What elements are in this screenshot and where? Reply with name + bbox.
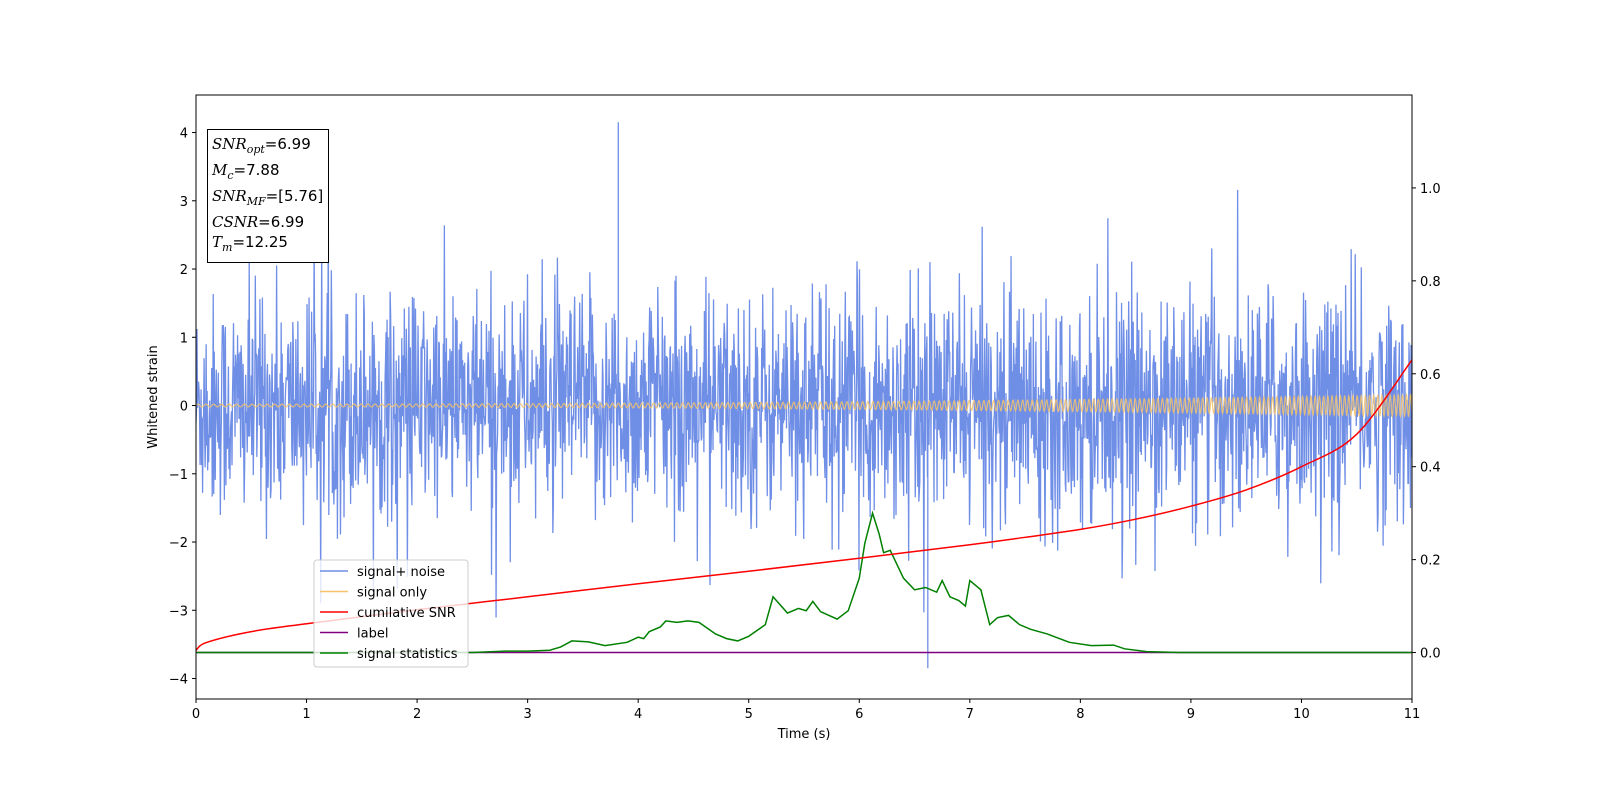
x-tick-label: 5 (745, 707, 753, 722)
series-signal-statistics (196, 510, 1412, 654)
info-snr-opt: SNRopt=6.99 (212, 135, 311, 156)
info-snr-mf: SNRMF=[5.76] (212, 187, 324, 208)
y-axis-left: −4 −3 −2 −1 0 1 2 3 4 (169, 127, 196, 688)
legend: signal+ noise signal only cumilative SNR la… (313, 559, 469, 668)
series-signal-only (196, 392, 1412, 419)
y-left-tick-label: −2 (169, 536, 188, 551)
x-tick-label: 1 (302, 707, 310, 722)
x-tick-label: 10 (1293, 707, 1310, 722)
y-left-tick-label: −4 (169, 673, 188, 688)
x-axis: 0 1 2 3 4 5 6 7 8 9 10 11 (192, 699, 1420, 722)
y-right-tick-label: 0.0 (1420, 647, 1441, 662)
y-right-tick-label: 0.4 (1420, 461, 1441, 476)
legend-label: signal+ noise (357, 565, 445, 580)
legend-label: signal statistics (357, 647, 458, 662)
series-cumulative-snr (196, 359, 1412, 651)
y-right-tick-label: 0.8 (1420, 275, 1441, 290)
y-left-tick-label: 2 (180, 263, 188, 278)
y-right-tick-label: 0.6 (1420, 368, 1441, 383)
x-tick-label: 8 (1076, 707, 1084, 722)
x-tick-label: 11 (1404, 707, 1421, 722)
x-tick-label: 4 (634, 707, 642, 722)
x-tick-label: 3 (523, 707, 531, 722)
series-signal-plus-noise (196, 122, 1412, 669)
y-left-tick-label: −3 (169, 604, 188, 619)
stats-info-box: SNRopt=6.99 Mc=7.88 SNRMF=[5.76] CSNR=6.… (207, 129, 330, 263)
x-tick-label: 2 (413, 707, 421, 722)
plot-frame (195, 94, 1413, 700)
legend-label: label (357, 627, 388, 642)
info-csnr: CSNR=6.99 (212, 213, 305, 231)
y-right-tick-label: 0.2 (1420, 554, 1441, 569)
info-tm: Tm=12.25 (212, 233, 288, 254)
y-right-tick-label: 1.0 (1420, 182, 1441, 197)
x-tick-label: 0 (192, 707, 200, 722)
legend-box (313, 559, 469, 668)
x-tick-label: 7 (966, 707, 974, 722)
x-axis-label: Time (s) (777, 727, 831, 742)
legend-label: cumilative SNR (357, 606, 456, 621)
y-left-tick-label: 1 (180, 331, 188, 346)
y-left-tick-label: 0 (180, 400, 188, 415)
y-left-tick-label: −1 (169, 468, 188, 483)
y-axis-right: 0.0 0.2 0.4 0.6 0.8 1.0 (1412, 182, 1441, 662)
y-axis-label: Whitened strain (146, 345, 161, 448)
y-left-tick-label: 3 (180, 195, 188, 210)
legend-label: signal only (357, 586, 427, 601)
x-tick-label: 9 (1187, 707, 1195, 722)
x-tick-label: 6 (855, 707, 863, 722)
y-left-tick-label: 4 (180, 127, 188, 142)
info-mc: Mc=7.88 (212, 161, 280, 182)
